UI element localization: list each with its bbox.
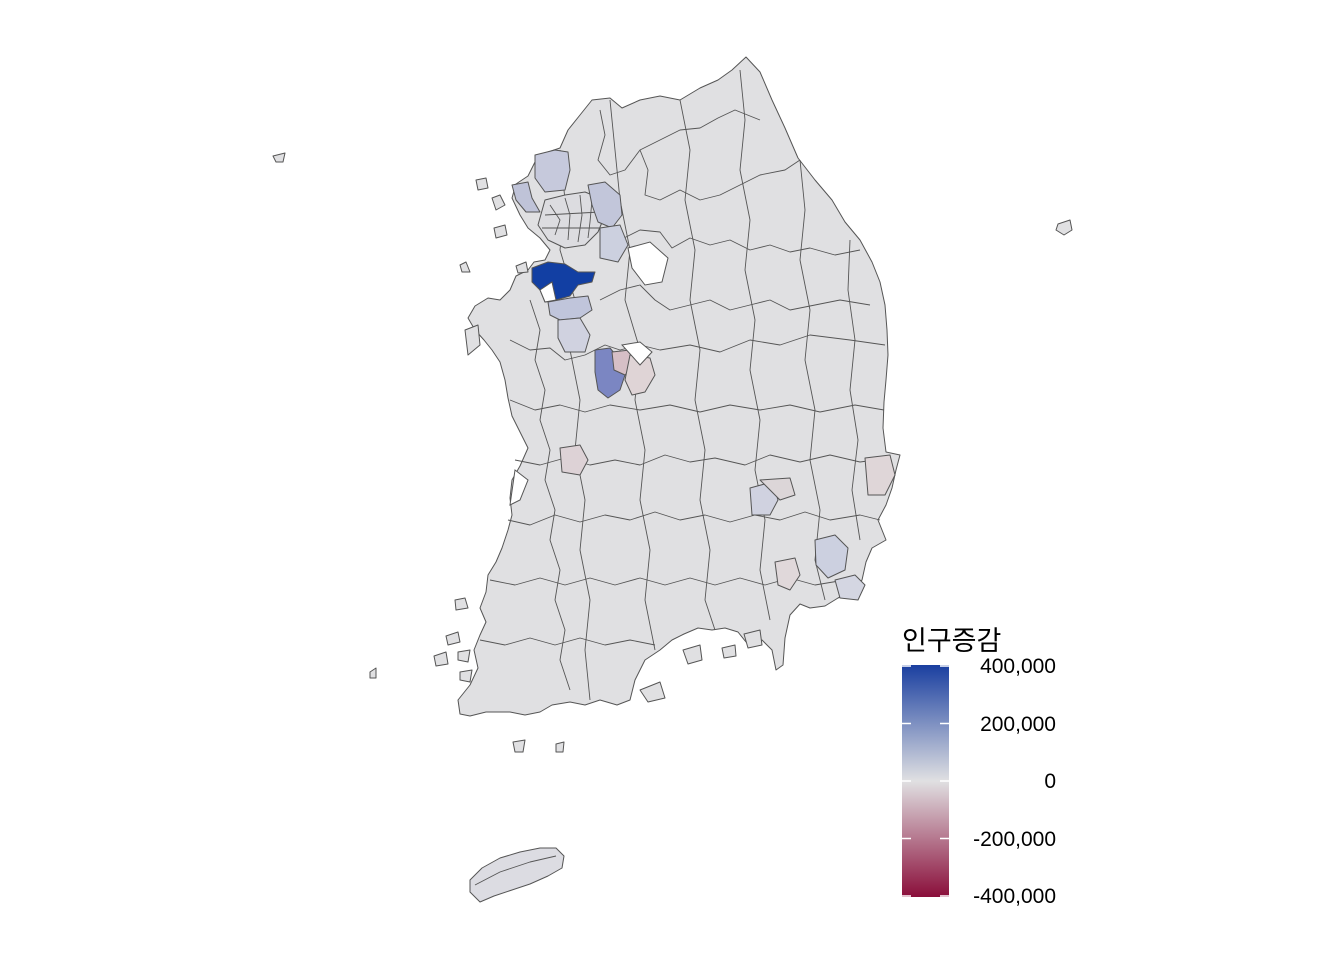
legend-color-bar <box>902 665 949 897</box>
cheongju-hole <box>621 341 653 366</box>
island-south-2 <box>682 644 703 665</box>
legend-tick-neg-200000: -200,000 <box>973 827 1056 851</box>
island-sw-7 <box>512 739 526 753</box>
changwon-region <box>774 557 801 591</box>
jeju-island <box>469 847 565 903</box>
daejeon-region <box>624 354 656 396</box>
paju-region <box>534 149 571 193</box>
legend-title: 인구증감 <box>902 626 1002 657</box>
island-south-3 <box>721 644 737 659</box>
island-sw-4 <box>457 649 471 663</box>
island-sw-1 <box>454 597 469 611</box>
daegu-area-region <box>759 477 796 501</box>
west-coast-notch <box>509 469 529 506</box>
legend-tick-neg-400000: -400,000 <box>973 885 1056 908</box>
gimhae-yangsan-region <box>814 534 849 579</box>
island-ganghwa-1 <box>475 177 489 191</box>
gyeonggi-northeast-region <box>587 181 623 229</box>
island-incheon-1 <box>459 261 471 273</box>
island-dokdo-ulleung <box>1055 219 1073 236</box>
busan-region <box>834 574 866 601</box>
gimpo-region <box>511 181 541 213</box>
island-sw-2 <box>445 631 461 646</box>
island-sw-6 <box>369 667 377 679</box>
gyeonggi-east-region <box>599 224 629 263</box>
legend-tick-400000: 400,000 <box>980 655 1056 678</box>
island-incheon-2 <box>515 261 529 274</box>
incheon-bay-notch <box>539 281 557 303</box>
ulsan-region <box>864 454 896 496</box>
island-taean-1 <box>464 324 481 356</box>
legend-tick-200000: 200,000 <box>980 712 1056 736</box>
island-ganghwa-2 <box>491 194 506 211</box>
island-sw-5 <box>459 669 473 683</box>
legend-tick-0: 0 <box>1044 770 1056 793</box>
island-south-4 <box>743 629 763 649</box>
island-south-1 <box>639 681 666 703</box>
seoul-hole <box>627 241 669 286</box>
pyeongtaek-region <box>547 295 593 321</box>
color-legend: 인구증감 400,000 200,000 0 -200,000 -400,000 <box>900 615 1080 915</box>
asan-region <box>559 444 589 476</box>
island-sw-8 <box>555 741 565 753</box>
mainland-region <box>457 56 901 717</box>
gyeonggi-south-region <box>557 317 591 353</box>
island-ganghwa-3 <box>493 224 508 239</box>
island-sw-3 <box>433 651 449 667</box>
seoul-metro-districts <box>537 191 606 249</box>
island-baengnyeong <box>272 152 286 163</box>
